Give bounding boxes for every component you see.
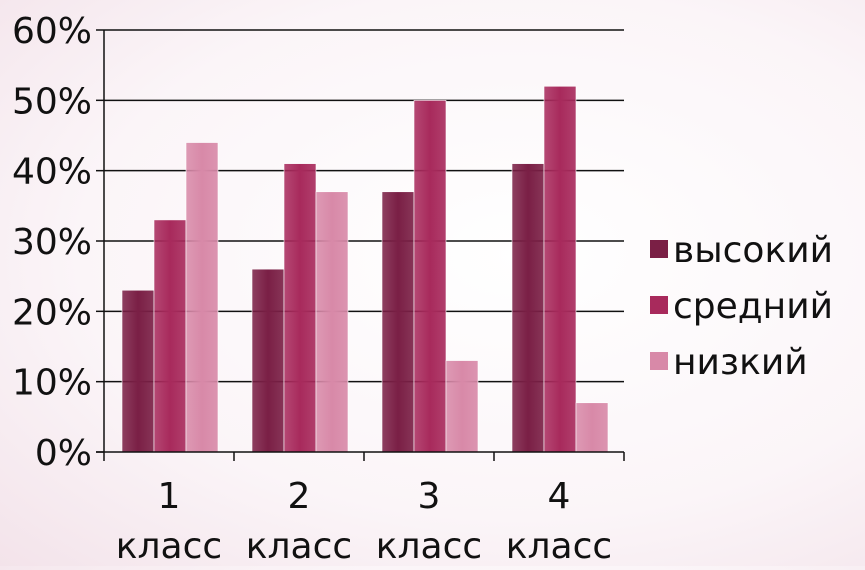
- legend-swatch: [650, 352, 668, 370]
- x-category-label: класс: [376, 526, 482, 566]
- bar-средний-4: [543, 85, 577, 453]
- legend-label: средний: [673, 286, 833, 327]
- y-axis-ticks: 0% 10% 20% 30% 40% 50% 60%: [12, 11, 92, 474]
- y-tick-label: 0%: [35, 433, 92, 474]
- legend-label: высокий: [673, 230, 833, 271]
- x-category-label: класс: [116, 526, 222, 566]
- bar-высокий-4: [511, 163, 545, 453]
- legend-swatch: [650, 240, 668, 258]
- legend: высокий средний низкий: [650, 230, 833, 383]
- bars: [121, 85, 609, 453]
- y-tick-label: 10%: [12, 363, 92, 404]
- bar-средний-2: [283, 163, 317, 453]
- bar-средний-1: [153, 219, 187, 453]
- x-category-label: 4: [548, 476, 571, 517]
- x-category-label: класс: [246, 526, 352, 566]
- bar-высокий-1: [121, 289, 155, 453]
- y-tick-label: 50%: [12, 81, 92, 122]
- bar-высокий-3: [381, 191, 415, 453]
- x-axis-labels: 1 класс 2 класс 3 класс 4 класс: [116, 476, 612, 567]
- y-tick-label: 40%: [12, 152, 92, 193]
- bar-высокий-2: [251, 268, 285, 453]
- x-category-label: класс: [506, 526, 612, 566]
- bar-низкий-1: [185, 142, 219, 453]
- axes: [96, 29, 625, 461]
- y-tick-label: 20%: [12, 292, 92, 333]
- bar-низкий-4: [575, 402, 609, 453]
- bar-низкий-3: [445, 360, 479, 453]
- x-category-label: 1: [158, 476, 181, 517]
- y-tick-label: 60%: [12, 11, 92, 52]
- x-category-label: 2: [288, 476, 311, 517]
- y-tick-label: 30%: [12, 222, 92, 263]
- legend-label: низкий: [673, 342, 808, 383]
- legend-swatch: [650, 296, 668, 314]
- x-category-label: 3: [418, 476, 441, 517]
- bar-средний-3: [413, 100, 447, 453]
- bar-низкий-2: [315, 191, 349, 453]
